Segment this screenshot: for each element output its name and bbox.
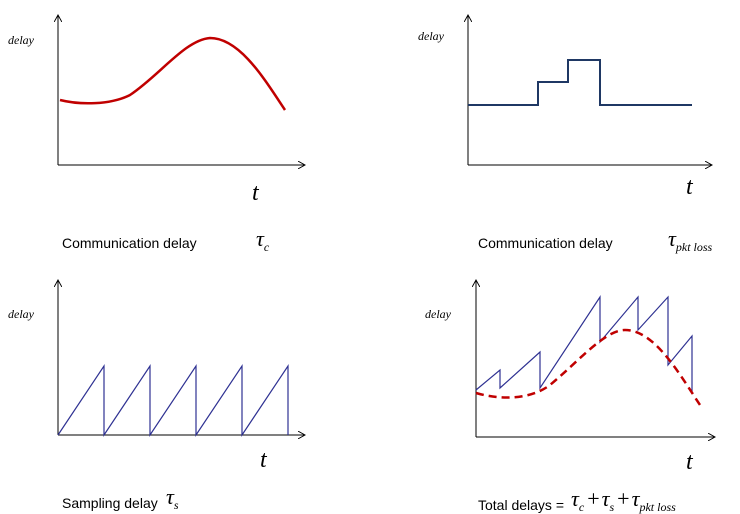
y-label: delay <box>8 33 35 47</box>
caption: Communication delay <box>478 235 613 251</box>
math: τpkt loss <box>668 226 713 254</box>
panel: delay t Total delays = τc +τs +τpkt loss <box>425 280 715 514</box>
sawtooth <box>475 295 693 392</box>
curve <box>59 36 287 111</box>
symbol: τ <box>602 486 611 511</box>
subscript: s <box>610 500 615 514</box>
sawtooth <box>57 364 289 437</box>
x-label: t <box>260 447 268 473</box>
symbol: τ <box>571 486 580 511</box>
caption: Communication delay <box>62 235 197 251</box>
subscript: pkt loss <box>675 240 713 254</box>
y-label: delay <box>425 307 452 321</box>
y-label: delay <box>418 29 445 43</box>
math: τc <box>256 226 270 254</box>
x-label: t <box>252 180 260 206</box>
subscript: pkt loss <box>638 500 676 514</box>
symbol: τ <box>668 226 677 251</box>
symbol: τ <box>166 484 175 509</box>
caption: Sampling delay <box>62 495 158 511</box>
y-label: delay <box>8 307 35 321</box>
math: τs <box>166 484 179 512</box>
operator: + <box>617 486 629 511</box>
math: τc +τs +τpkt loss <box>571 486 676 514</box>
subscript: c <box>579 500 585 514</box>
symbol: τ <box>256 226 265 251</box>
dashed-curve <box>475 328 702 406</box>
step-line <box>468 59 692 106</box>
symbol: τ <box>632 486 641 511</box>
subscript: s <box>174 498 179 512</box>
x-label: t <box>686 449 694 475</box>
subscript: c <box>264 240 270 254</box>
caption: Total delays = <box>478 497 564 513</box>
x-label: t <box>686 174 694 200</box>
panel: delay t Communication delay τc <box>8 15 305 254</box>
panel: delay t Sampling delay τs <box>8 280 305 512</box>
operator: + <box>587 486 599 511</box>
panel: delay t Communication delay τpkt loss <box>418 15 713 254</box>
